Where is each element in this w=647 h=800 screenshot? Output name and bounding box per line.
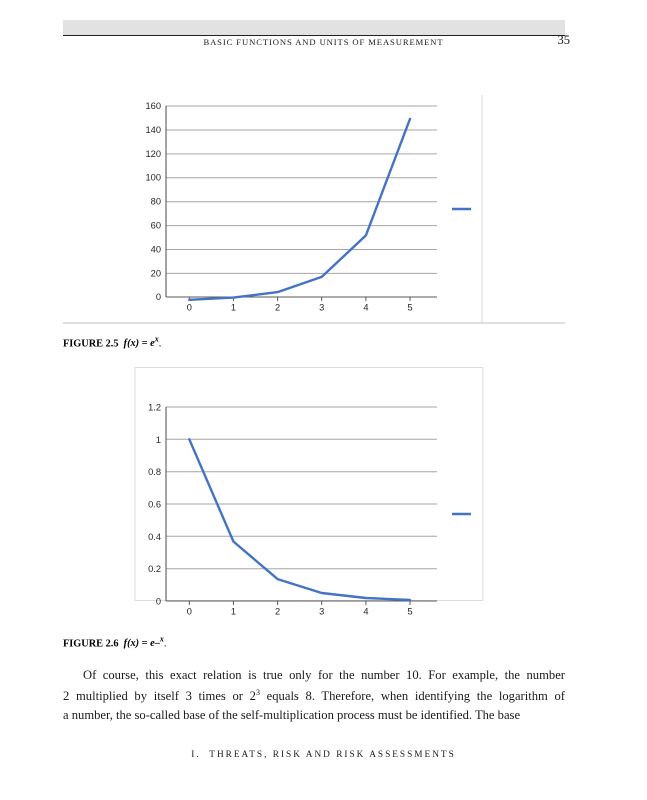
svg-text:0.2: 0.2 xyxy=(148,564,161,574)
svg-text:3: 3 xyxy=(319,303,324,313)
svg-text:3: 3 xyxy=(319,607,324,617)
svg-text:40: 40 xyxy=(151,244,161,254)
svg-text:0.4: 0.4 xyxy=(148,532,161,542)
svg-text:4: 4 xyxy=(363,303,368,313)
svg-text:5: 5 xyxy=(407,607,412,617)
svg-text:60: 60 xyxy=(151,221,161,231)
svg-text:0.6: 0.6 xyxy=(148,500,161,510)
svg-text:2: 2 xyxy=(275,607,280,617)
svg-text:1: 1 xyxy=(156,435,161,445)
svg-text:160: 160 xyxy=(145,101,161,111)
svg-text:2: 2 xyxy=(275,303,280,313)
svg-text:100: 100 xyxy=(145,173,161,183)
svg-text:0: 0 xyxy=(156,597,161,607)
svg-text:140: 140 xyxy=(145,125,161,135)
svg-text:80: 80 xyxy=(151,197,161,207)
svg-text:1.2: 1.2 xyxy=(148,403,161,413)
svg-text:0: 0 xyxy=(187,303,192,313)
svg-text:4: 4 xyxy=(363,607,368,617)
svg-text:1: 1 xyxy=(231,303,236,313)
svg-text:1: 1 xyxy=(231,607,236,617)
svg-text:120: 120 xyxy=(145,149,161,159)
svg-text:0.8: 0.8 xyxy=(148,467,161,477)
svg-text:5: 5 xyxy=(407,303,412,313)
svg-text:0: 0 xyxy=(156,292,161,302)
svg-text:20: 20 xyxy=(151,268,161,278)
svg-text:0: 0 xyxy=(187,607,192,617)
